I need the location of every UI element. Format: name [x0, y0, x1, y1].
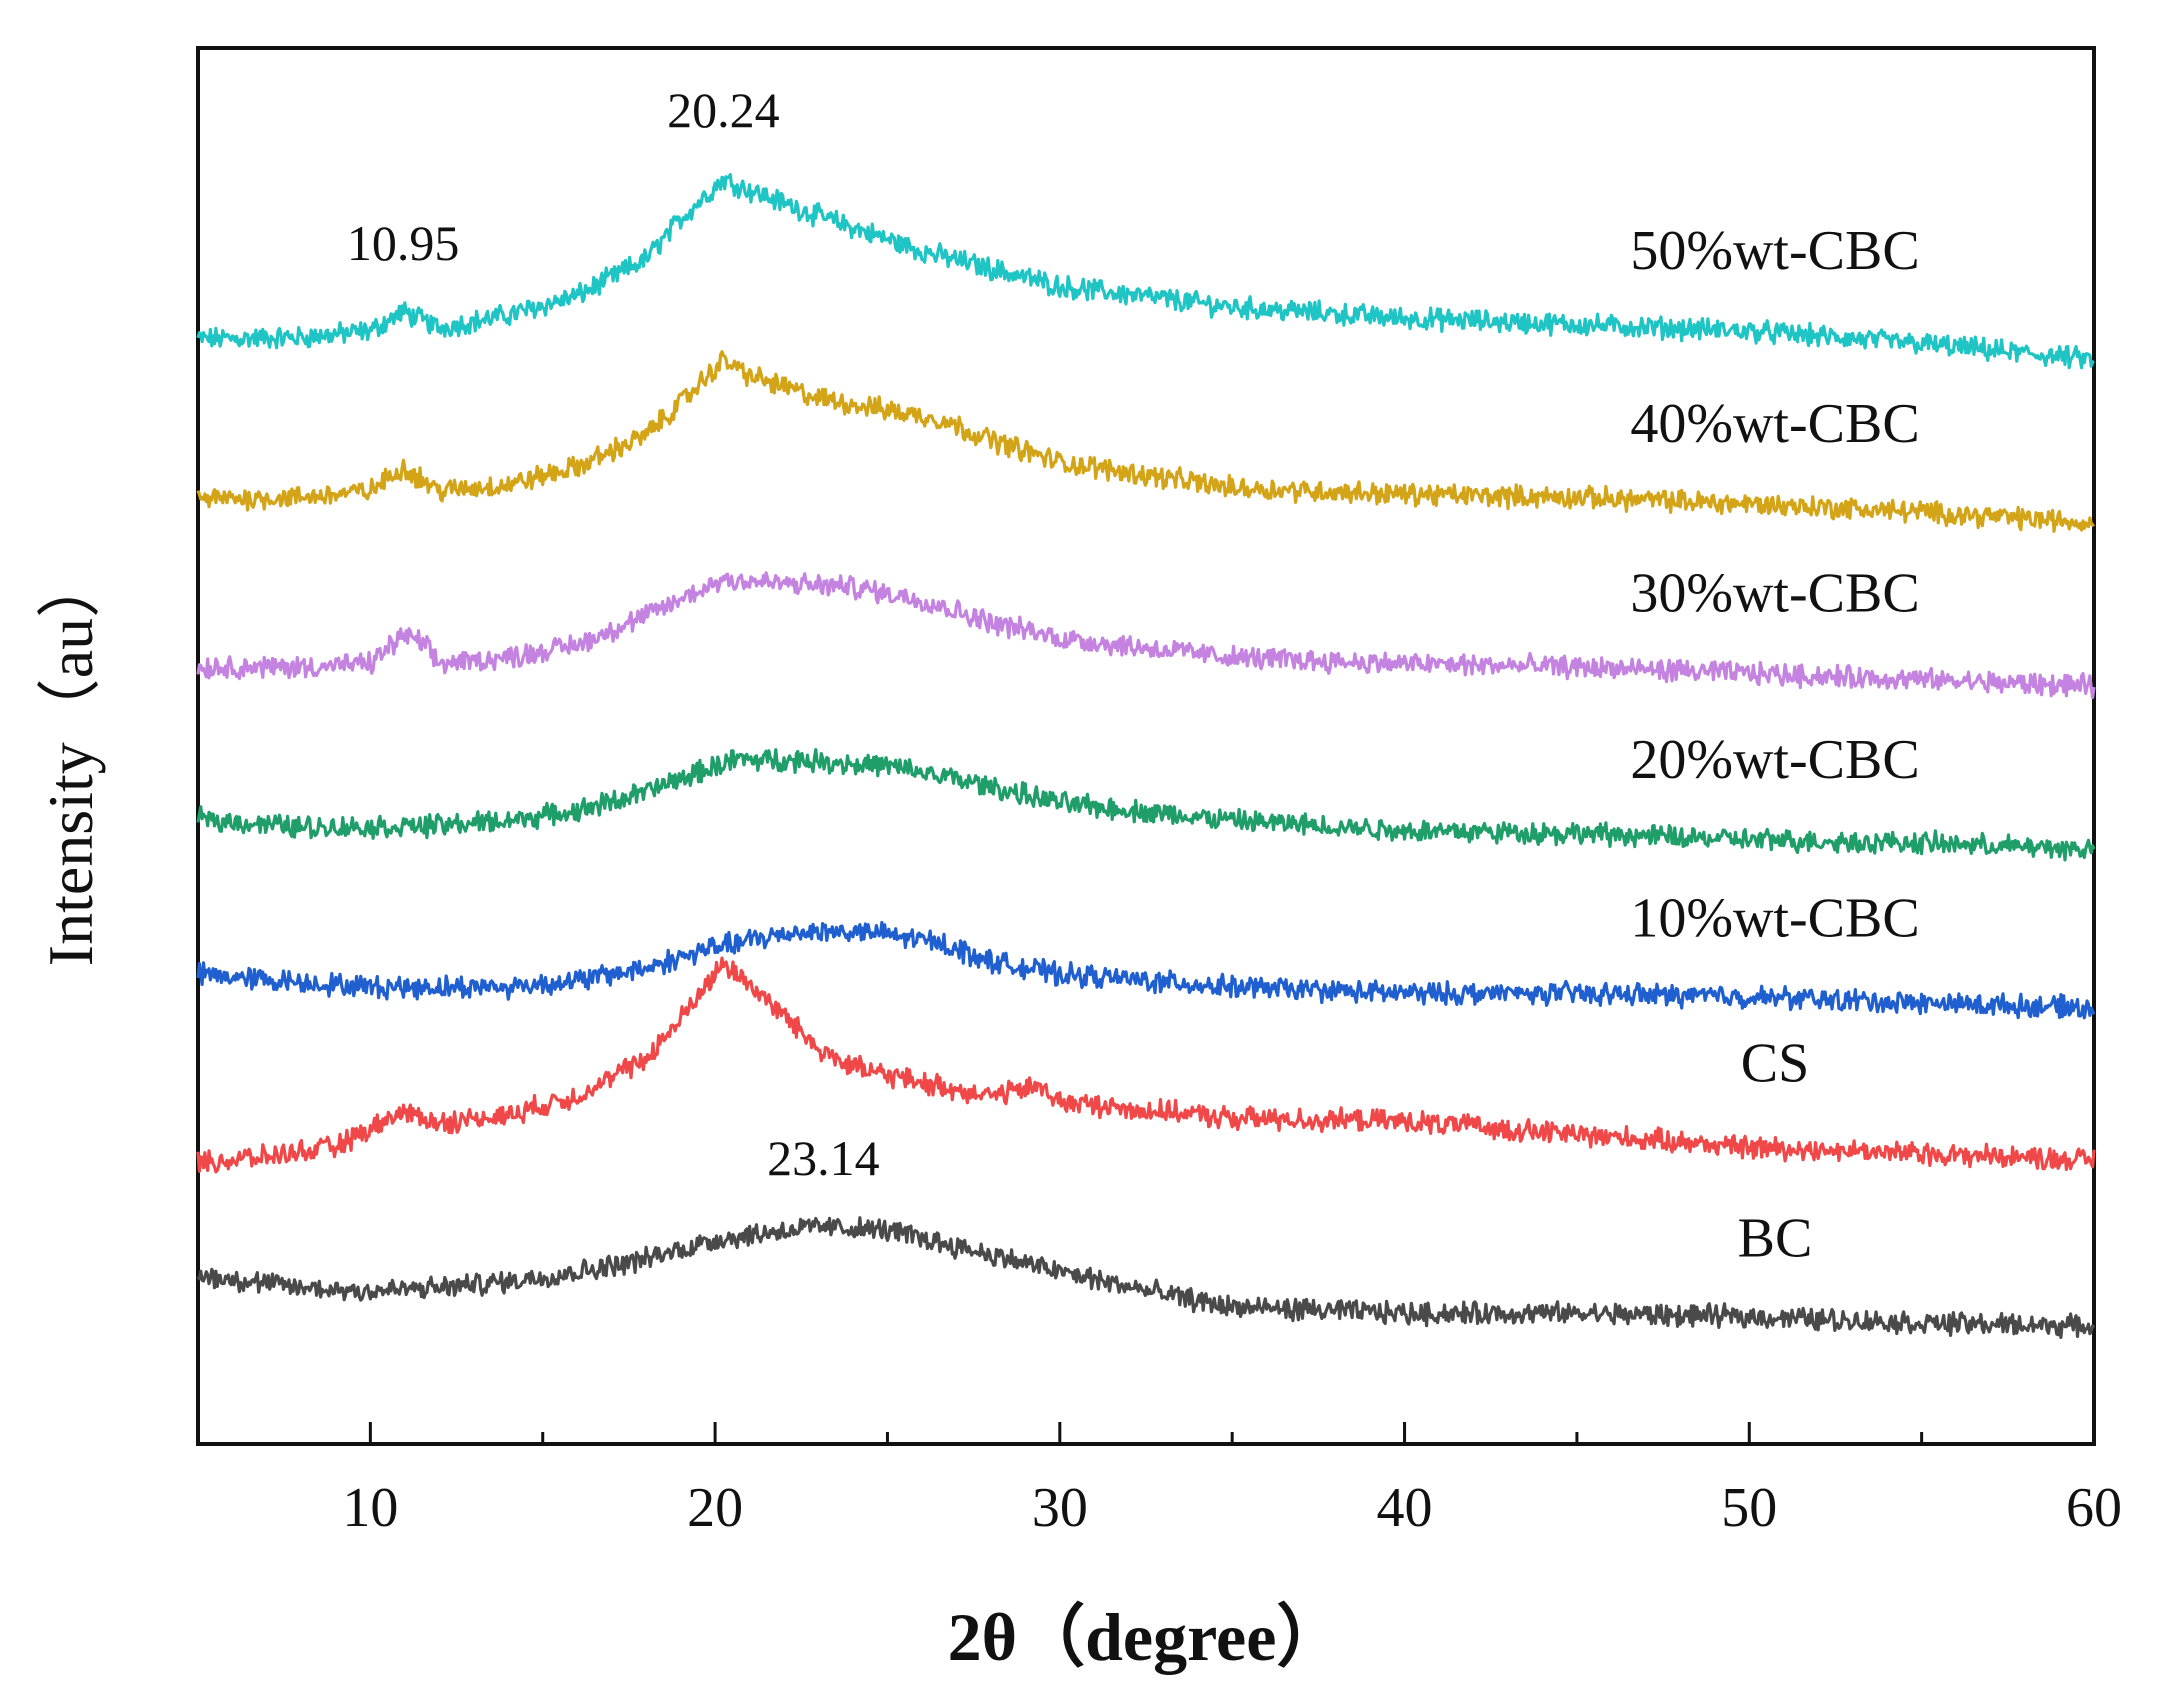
- series-label: BC: [1738, 1208, 1813, 1270]
- series-label: 40%wt-CBC: [1630, 393, 1919, 455]
- x-axis-label: 2θ（degree）: [948, 1599, 1345, 1675]
- series-label: 20%wt-CBC: [1630, 729, 1919, 791]
- series-label: CS: [1741, 1032, 1810, 1094]
- x-axis-ticks: 10 20 30 40 50 60: [196, 1422, 2122, 1539]
- series-line-20pctwt-cbc: [196, 747, 2096, 862]
- series-label: 30%wt-CBC: [1630, 563, 1919, 625]
- series-line-10pctwt-cbc: [196, 920, 2096, 1020]
- plot-frame: [196, 46, 2096, 1446]
- series-line-cs: [196, 956, 2096, 1174]
- x-tick-label: 50: [1721, 1477, 1777, 1539]
- series-line-bc: [196, 1216, 2096, 1340]
- series-lines: [196, 173, 2096, 1340]
- series-line-30pctwt-cbc: [196, 571, 2096, 700]
- peak-annotation: 10.95: [347, 215, 460, 271]
- x-tick-label: 30: [1032, 1477, 1088, 1539]
- y-axis-label: Intensity（au）: [35, 554, 106, 966]
- x-tick-label: 40: [1377, 1477, 1433, 1539]
- series-labels: 50%wt-CBC 40%wt-CBC 30%wt-CBC 20%wt-CBC 10%w…: [1630, 220, 1919, 1270]
- peak-annotations: 20.24 10.95 23.14: [347, 82, 880, 1186]
- x-tick-label: 10: [342, 1477, 398, 1539]
- series-label: 10%wt-CBC: [1630, 888, 1919, 950]
- x-tick-label: 60: [2066, 1477, 2122, 1539]
- peak-annotation: 23.14: [767, 1130, 880, 1186]
- series-label: 50%wt-CBC: [1630, 220, 1919, 282]
- series-line-50pctwt-cbc: [196, 173, 2095, 370]
- series-line-40pctwt-cbc: [196, 350, 2095, 533]
- peak-annotation: 20.24: [667, 82, 780, 138]
- x-tick-label: 20: [687, 1477, 743, 1539]
